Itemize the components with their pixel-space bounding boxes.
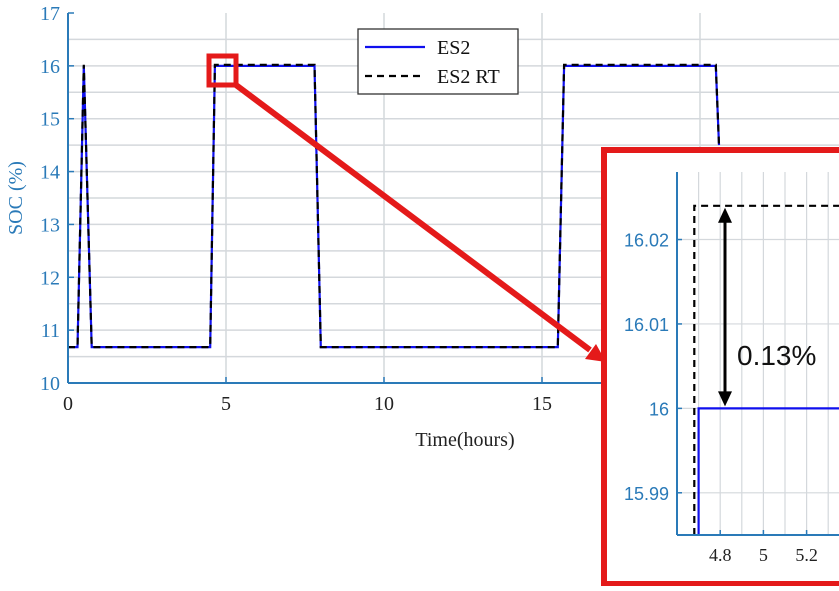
difference-annotation: 0.13% <box>737 340 816 371</box>
inset-y-tick-label: 16.02 <box>624 231 669 251</box>
inset-series-line-es2-rt <box>693 204 839 535</box>
x-axis-label: Time(hours) <box>415 429 514 451</box>
zoom-region-box <box>206 53 239 88</box>
main-plot: 10 11 12 13 14 15 16 17 0 5 10 15 Time(hours) SOC (%) <box>5 3 839 451</box>
y-axis-label: SOC (%) <box>5 161 27 235</box>
y-tick-label: 11 <box>41 320 60 342</box>
zoom-connector-arrowhead <box>585 344 606 362</box>
legend-label-es2: ES2 <box>437 37 470 59</box>
series-line-es2-rt <box>68 63 721 349</box>
y-tick-label: 16 <box>40 56 60 78</box>
inset-y-tick-label: 15.99 <box>624 484 669 504</box>
zoom-inset: 15.99 16 16.01 16.02 4.8 5 5.2 0.13% <box>601 147 839 587</box>
inset-series-line-es2 <box>697 407 839 535</box>
legend: ES2 ES2 RT <box>357 28 519 95</box>
y-tick-label: 10 <box>40 373 60 395</box>
inset-y-tick-label: 16.01 <box>624 315 669 335</box>
legend-box <box>357 28 519 95</box>
x-tick-label: 15 <box>532 393 552 415</box>
y-tick-label: 12 <box>40 267 60 289</box>
inset-x-tick-label: 5.2 <box>795 545 818 565</box>
legend-label-es2-rt: ES2 RT <box>437 66 500 88</box>
y-tick-label: 13 <box>40 214 60 236</box>
y-tick-label: 17 <box>40 3 60 25</box>
x-tick-label: 0 <box>63 393 73 415</box>
x-tick-label: 5 <box>221 393 231 415</box>
y-tick-label: 15 <box>40 109 60 131</box>
highlight <box>206 53 606 362</box>
inset-x-tick-label: 4.8 <box>709 545 732 565</box>
difference-arrow-head-up <box>718 207 732 223</box>
y-tick-label: 14 <box>40 162 60 184</box>
difference-arrow-head-down <box>718 391 732 407</box>
inset-y-tick-label: 16 <box>649 399 669 419</box>
inset-x-tick-label: 5 <box>759 545 768 565</box>
x-tick-label: 10 <box>374 393 394 415</box>
zoom-connector-line <box>234 82 592 353</box>
